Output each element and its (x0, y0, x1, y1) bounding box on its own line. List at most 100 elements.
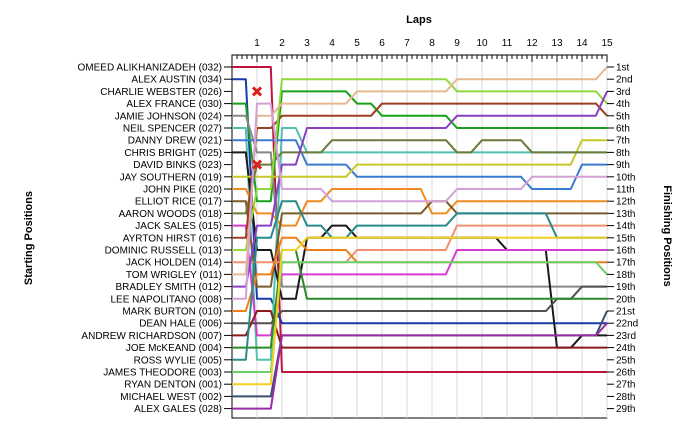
plot-frame (231, 54, 608, 419)
starting-driver-label: AYRTON HIRST (016) (123, 233, 222, 244)
finishing-position-label: 1st (616, 63, 630, 74)
lap-tick-label: 3 (304, 38, 310, 49)
finishing-position-label: 27th (616, 380, 635, 391)
starting-driver-label: CHARLIE WEBSTER (026) (100, 87, 222, 98)
finishing-position-label: 14th (616, 221, 635, 232)
driver-series-line (232, 102, 608, 239)
starting-driver-label: JOE McKEAND (004) (126, 343, 222, 354)
starting-driver-label: ANDREW RICHARDSON (007) (81, 331, 222, 342)
starting-driver-label: MARK BURTON (010) (122, 307, 222, 318)
starting-driver-label: ALEX GALES (028) (134, 404, 222, 415)
starting-driver-label: ALEX FRANCE (030) (126, 99, 222, 110)
lap-tick-label: 8 (429, 38, 435, 49)
y-axis-title-right: Finishing Positions (661, 185, 673, 286)
lap-tick-label: 9 (454, 38, 460, 49)
lap-tick-label: 10 (476, 38, 488, 49)
starting-driver-label: JAMIE JOHNSON (024) (115, 111, 222, 122)
lap-tick-label: 11 (502, 38, 513, 49)
retired-marker (251, 159, 263, 170)
finishing-position-label: 4th (616, 99, 630, 110)
starting-driver-label: DANNY DREW (021) (128, 136, 222, 147)
x-axis-title: Laps (406, 14, 432, 26)
driver-series-line (232, 78, 608, 251)
lap-tick-labels: 1 2 3 4 5 6 7 8 9 10 11 12 13 14 15 (254, 38, 613, 49)
finishing-position-label: 9th (616, 160, 630, 171)
driver-series-line (232, 188, 607, 227)
driver-series-line (232, 78, 607, 325)
lap-tick-label: 14 (576, 38, 588, 49)
finishing-position-label: 23rd (616, 331, 636, 342)
finishing-position-label: 17th (616, 258, 635, 269)
finishing-position-label: 25th (616, 355, 635, 366)
starting-driver-label: JOHN PIKE (020) (143, 185, 222, 196)
starting-driver-label: JACK SALES (015) (135, 221, 222, 232)
lap-tick-label: 5 (354, 38, 360, 49)
driver-series-line (232, 90, 608, 288)
driver-series-line (232, 224, 607, 337)
chart-grid (231, 54, 608, 419)
finishing-position-label: 11th (616, 185, 635, 196)
driver-series-line (232, 322, 608, 410)
driver-series-line (232, 102, 607, 300)
series-layer (232, 66, 608, 410)
driver-series-line (232, 139, 607, 178)
driver-series-line (232, 114, 607, 288)
starting-driver-label: AARON WOODS (018) (119, 209, 222, 220)
lap-tick-label: 2 (279, 38, 285, 49)
finishing-position-label: 18th (616, 270, 635, 281)
lap-tick-label: 15 (601, 38, 613, 49)
starting-driver-label: ROSS WYLIE (005) (134, 355, 222, 366)
y-axis-title-left: Starting Positions (23, 191, 35, 285)
starting-driver-label: LEE NAPOLITANO (008) (110, 294, 222, 305)
starting-driver-label: JACK HOLDEN (014) (126, 258, 222, 269)
starting-driver-label: CHRIS BRIGHT (025) (124, 148, 222, 159)
finishing-position-label: 22nd (616, 319, 638, 330)
starting-labels: OMEED ALIKHANIZADEH (032)ALEX AUSTIN (03… (78, 63, 232, 415)
starting-driver-label: OMEED ALIKHANIZADEH (032) (78, 63, 222, 74)
lap-tick-label: 12 (526, 38, 538, 49)
finishing-position-label: 16th (616, 246, 635, 257)
finishing-position-label: 24th (616, 343, 635, 354)
starting-driver-label: NEIL SPENCER (027) (123, 124, 222, 135)
starting-driver-label: BRADLEY SMITH (012) (115, 282, 222, 293)
finishing-position-label: 15th (616, 233, 635, 244)
starting-driver-label: JAY SOUTHERN (019) (120, 172, 222, 183)
finishing-position-label: 20th (616, 294, 635, 305)
finishing-position-label: 21st (616, 307, 635, 318)
driver-series-line (232, 139, 607, 190)
lap-tick-label: 4 (329, 38, 335, 49)
driver-series-line (232, 224, 607, 264)
finishing-position-label: 26th (616, 368, 635, 379)
starting-driver-label: TOM WRIGLEY (011) (126, 270, 222, 281)
finishing-position-label: 29th (616, 404, 635, 415)
retired-marker (251, 86, 263, 97)
finishing-position-label: 13th (616, 209, 635, 220)
finishing-position-label: 2nd (616, 75, 633, 86)
driver-series-line (232, 127, 607, 361)
marker-layer (251, 86, 263, 170)
finishing-position-label: 12th (616, 197, 635, 208)
driver-series-line (232, 66, 607, 373)
lap-tick-label: 7 (404, 38, 410, 49)
driver-series-line (232, 310, 607, 349)
driver-series-line (232, 66, 608, 276)
starting-driver-label: RYAN DENTON (001) (124, 380, 222, 391)
starting-driver-label: ELLIOT RICE (017) (135, 197, 222, 208)
driver-series-line (232, 90, 607, 203)
driver-series-line (232, 139, 607, 215)
finishing-position-label: 8th (616, 148, 630, 159)
finishing-position-label: 10th (616, 172, 635, 183)
driver-series-line (232, 200, 607, 361)
finishing-labels: 1st2nd3rd4th5th6th7th8th9th10th11th12th1… (607, 63, 638, 415)
driver-series-line (232, 236, 607, 386)
lap-tick-label: 1 (254, 38, 260, 49)
driver-series-line (232, 261, 608, 373)
starting-driver-label: DEAN HALE (006) (139, 319, 222, 330)
starting-driver-label: JAMES THEODORE (003) (103, 368, 222, 379)
starting-driver-label: DOMINIC RUSSELL (013) (105, 246, 222, 257)
starting-driver-label: MICHAEL WEST (002) (120, 392, 222, 403)
starting-driver-label: ALEX AUSTIN (034) (131, 75, 222, 86)
finishing-position-label: 19th (616, 282, 635, 293)
finishing-position-label: 28th (616, 392, 635, 403)
